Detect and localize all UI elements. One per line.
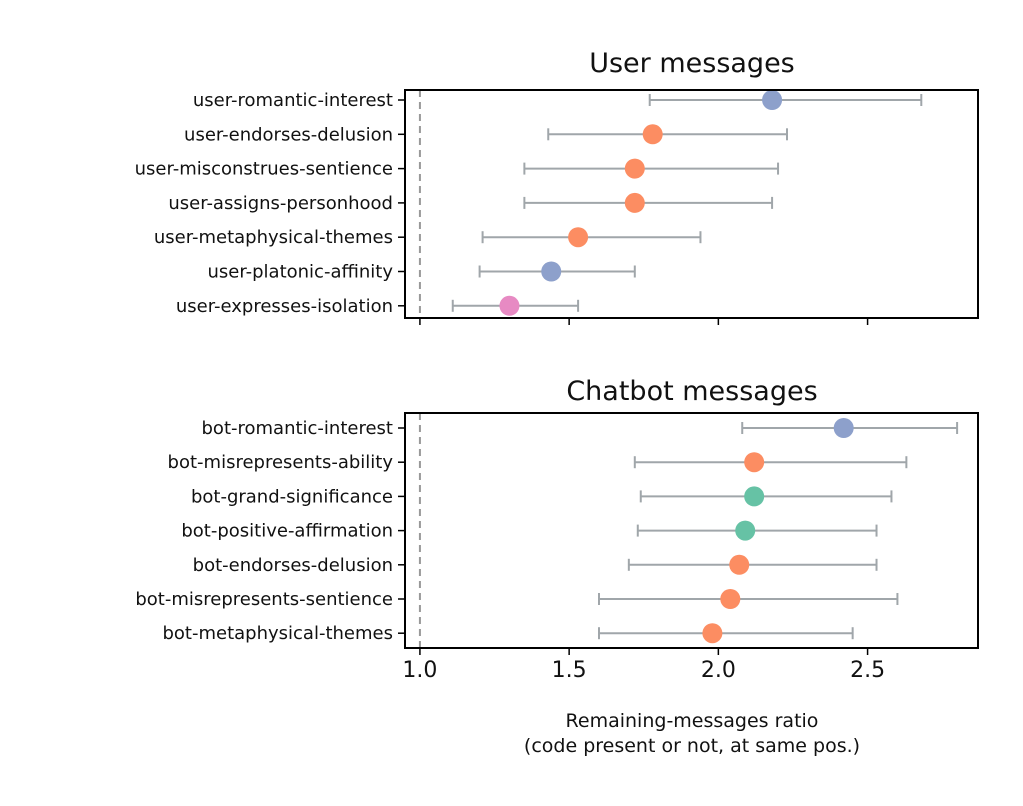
data-point [642, 124, 663, 145]
y-tick-label: bot-misrepresents-sentience [135, 589, 393, 610]
data-point [499, 295, 520, 316]
data-point [624, 158, 645, 179]
data-point [702, 623, 723, 644]
y-tick-label: user-expresses-isolation [176, 296, 393, 317]
y-tick-label: bot-misrepresents-ability [168, 452, 394, 473]
data-point [541, 261, 562, 282]
data-point [720, 589, 741, 609]
x-tick-label: 1.5 [552, 658, 587, 683]
x-axis-label-line1: Remaining-messages ratio [566, 710, 819, 732]
y-tick-label: bot-positive-affirmation [181, 521, 393, 542]
y-tick-label: user-platonic-affinity [208, 262, 394, 283]
data-point [744, 452, 765, 473]
x-axis-label-line2: (code present or not, at same pos.) [524, 735, 860, 757]
data-point [744, 486, 765, 507]
y-tick-label: bot-endorses-delusion [193, 555, 393, 576]
y-tick-label: user-misconstrues-sentience [135, 159, 393, 180]
axes-frame [404, 89, 979, 319]
data-point [624, 192, 645, 213]
x-tick-label: 2.0 [701, 658, 736, 683]
data-point [833, 418, 854, 438]
y-tick-label: bot-grand-significance [191, 486, 393, 507]
y-tick-label: bot-romantic-interest [202, 418, 394, 439]
data-point [735, 520, 756, 541]
bottom-panel-title: Chatbot messages [566, 376, 817, 407]
x-tick-label: 2.5 [850, 658, 885, 683]
y-tick-label: user-assigns-personhood [168, 193, 393, 214]
x-tick-label: 1.0 [402, 658, 437, 683]
y-tick-label: bot-metaphysical-themes [162, 623, 393, 644]
axes-frame [404, 412, 979, 649]
data-point [568, 227, 589, 248]
y-tick-label: user-romantic-interest [193, 90, 393, 111]
data-point [729, 554, 750, 575]
y-tick-label: user-endorses-delusion [184, 124, 393, 145]
top-panel-title: User messages [589, 48, 795, 79]
data-point [762, 90, 783, 110]
y-tick-label: user-metaphysical-themes [154, 227, 393, 248]
